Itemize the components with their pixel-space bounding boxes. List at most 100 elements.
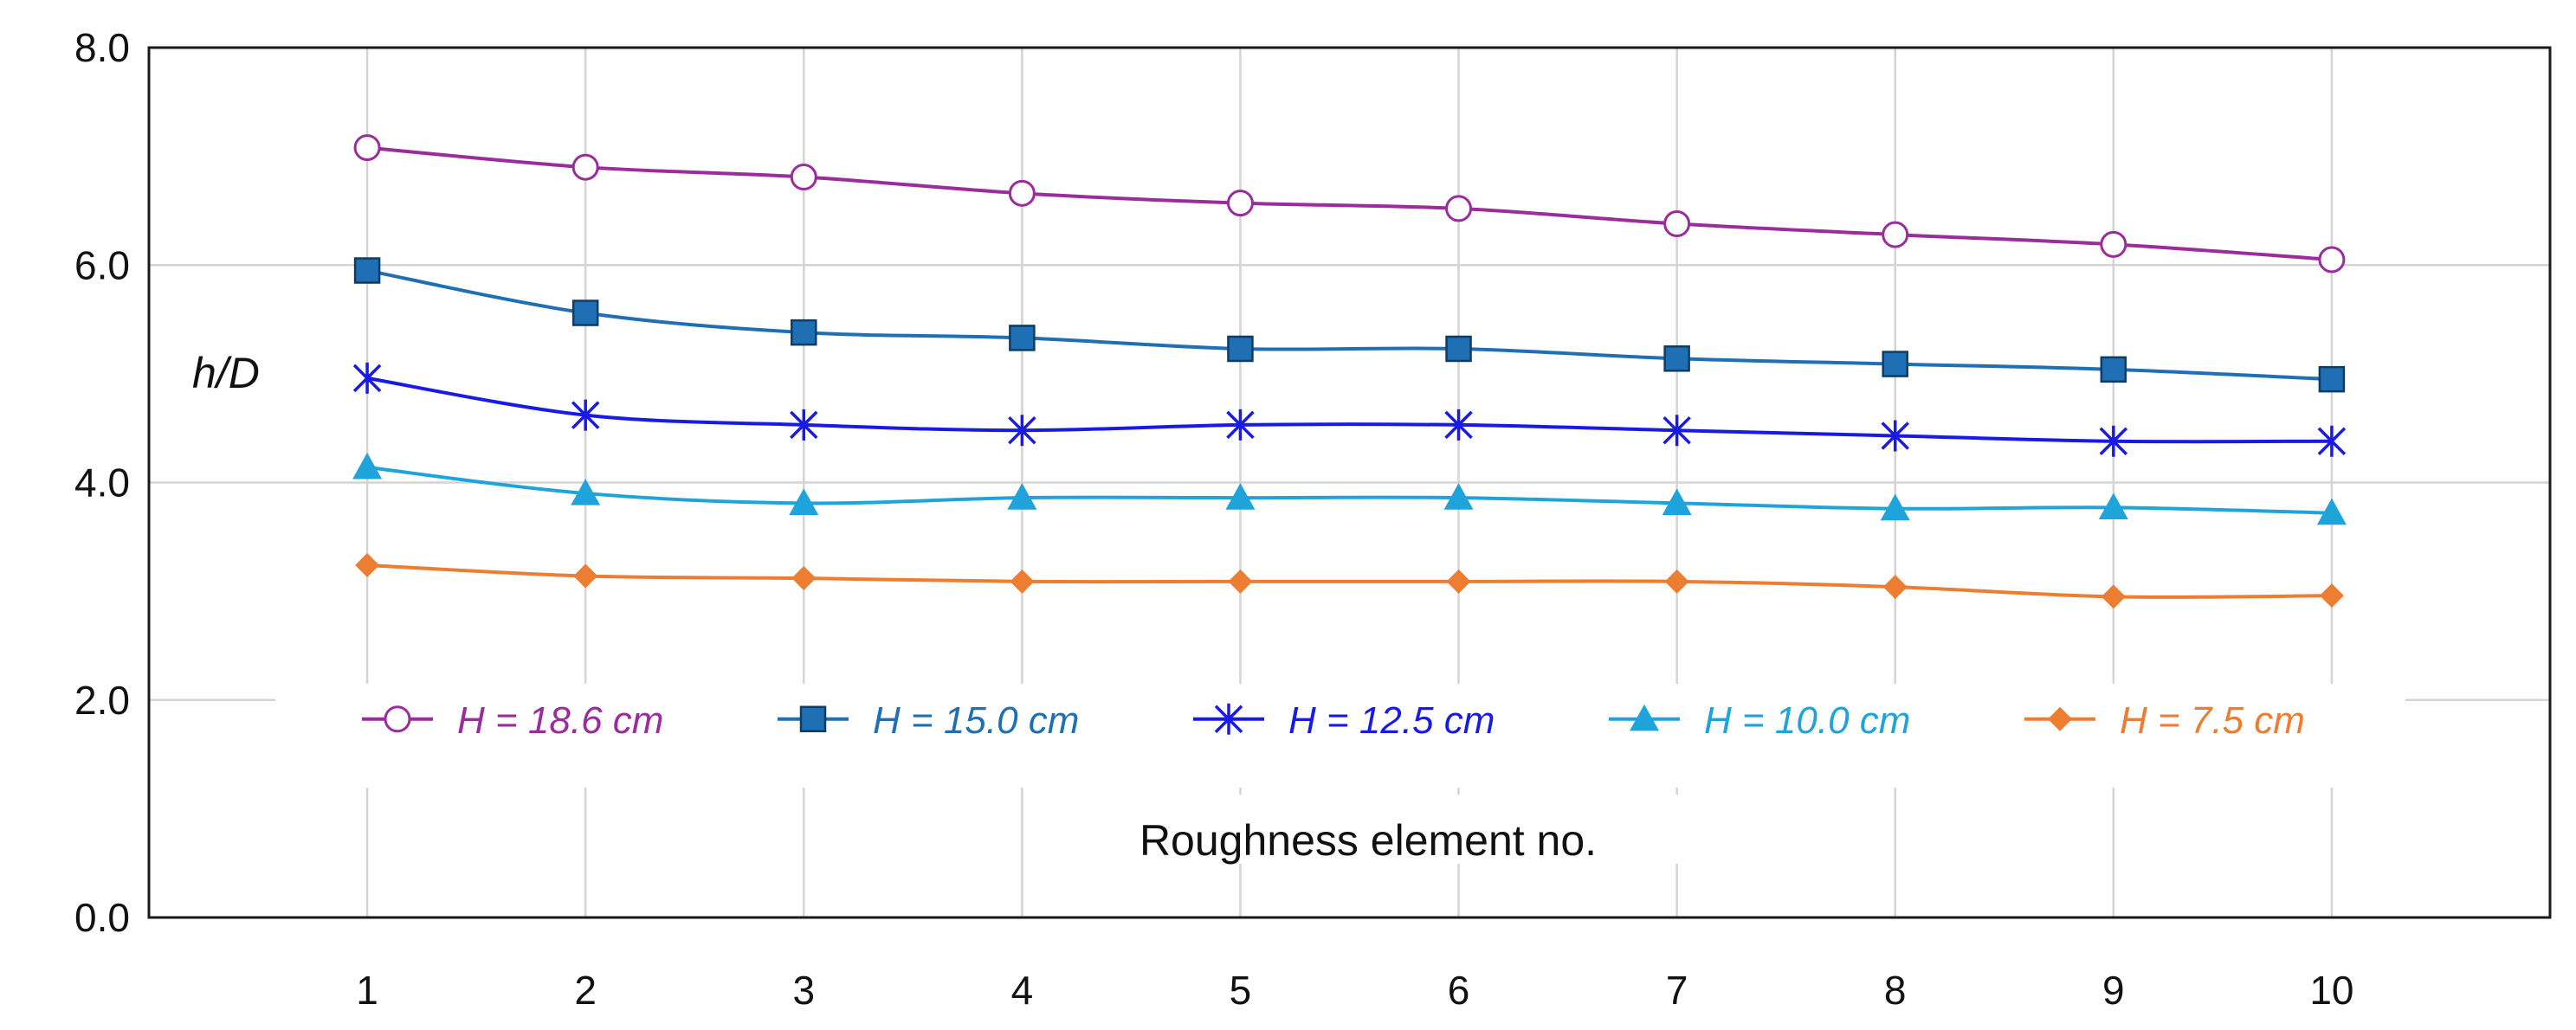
x-axis-label-box	[1065, 795, 1688, 864]
data-point	[790, 163, 817, 190]
data-point	[2318, 365, 2346, 393]
legend-marker	[384, 705, 411, 733]
data-point	[1228, 569, 1253, 594]
data-point	[1881, 420, 1909, 452]
data-point	[2316, 498, 2347, 525]
data-point	[1008, 179, 1036, 207]
data-point	[352, 452, 383, 480]
data-point	[352, 362, 382, 394]
series-4	[352, 452, 2347, 525]
series-group	[352, 134, 2347, 609]
y-tick-labels: 0.0 2.0 4.0 6.0 8.0	[74, 25, 130, 940]
y-tick-label: 8.0	[74, 25, 130, 70]
data-point	[355, 552, 380, 577]
legend-item-3: H = 12.5 cm	[1193, 699, 1495, 742]
data-point	[2317, 425, 2347, 457]
data-point	[571, 299, 599, 326]
data-point	[571, 479, 601, 505]
data-point	[1226, 409, 1255, 441]
x-tick-label: 5	[1230, 968, 1252, 1013]
series-line	[366, 376, 2332, 444]
data-point	[353, 257, 381, 284]
y-tick-label: 4.0	[74, 460, 130, 505]
legend-item-5: H = 7.5 cm	[2024, 699, 2305, 742]
data-point	[1443, 483, 1474, 510]
plot-frame	[147, 46, 2552, 919]
data-point	[1009, 325, 1036, 351]
y-tick-label: 0.0	[74, 895, 130, 940]
x-tick-labels: 1 2 3 4 5 6 7 8 9 10	[356, 968, 2353, 1013]
data-point	[1226, 190, 1254, 217]
x-tick-label: 6	[1448, 968, 1470, 1013]
x-tick-label: 2	[574, 968, 597, 1013]
series-line	[366, 563, 2332, 599]
data-point	[2319, 583, 2344, 608]
y-tick-label: 6.0	[74, 242, 130, 287]
data-point	[2101, 584, 2126, 609]
data-point	[790, 409, 818, 441]
data-point	[571, 399, 600, 431]
y-axis-label: h/D	[192, 349, 260, 397]
legend-label: H = 12.5 cm	[1288, 699, 1495, 742]
y-tick-label: 2.0	[74, 678, 130, 723]
legend-marker	[1630, 704, 1659, 731]
data-point	[791, 319, 817, 346]
legend-label: H = 10.0 cm	[1704, 699, 1910, 742]
legend-label: H = 15.0 cm	[873, 699, 1079, 742]
data-point	[1446, 569, 1471, 594]
data-point	[1225, 483, 1256, 510]
x-tick-label: 1	[356, 968, 378, 1013]
legend-background	[275, 684, 2405, 864]
data-point	[1663, 210, 1691, 238]
data-point	[571, 153, 599, 181]
legend-marker	[799, 705, 827, 732]
legend-label: H = 7.5 cm	[2120, 699, 2305, 742]
data-point	[1882, 351, 1908, 377]
x-tick-label: 9	[2102, 968, 2125, 1013]
data-point	[2098, 492, 2128, 519]
data-point	[573, 563, 598, 589]
series-3	[352, 362, 2347, 457]
series-line	[366, 145, 2333, 261]
x-tick-label: 10	[2309, 968, 2353, 1013]
data-point	[1008, 415, 1036, 447]
x-tick-label: 8	[1884, 968, 1907, 1013]
data-point	[2318, 246, 2346, 274]
data-point	[353, 134, 381, 162]
data-point	[1664, 569, 1689, 594]
data-point	[1663, 345, 1690, 372]
data-point	[1227, 335, 1254, 363]
data-point	[1662, 488, 1692, 515]
data-point	[1882, 221, 1909, 248]
data-point	[1882, 575, 1908, 600]
data-point	[1444, 409, 1473, 441]
data-point	[791, 566, 817, 591]
x-tick-label: 7	[1666, 968, 1688, 1013]
x-tick-label: 4	[1011, 968, 1034, 1013]
data-point	[789, 488, 819, 515]
data-point	[1010, 569, 1035, 594]
series-line	[366, 465, 2332, 515]
data-point	[1445, 335, 1472, 363]
legend-item-1: H = 18.6 cm	[362, 699, 663, 742]
data-point	[1445, 195, 1473, 222]
legend-marker	[2048, 706, 2072, 731]
data-point	[1662, 415, 1691, 447]
legend-item-2: H = 15.0 cm	[778, 699, 1079, 742]
legend: H = 18.6 cm H = 15.0 cm H = 12.5 cm H = 10.…	[362, 699, 2305, 742]
legend-item-4: H = 10.0 cm	[1609, 699, 1910, 742]
legend-marker	[1214, 703, 1243, 735]
series-2	[353, 257, 2346, 393]
legend-box	[275, 684, 2405, 788]
data-point	[2099, 425, 2128, 457]
data-point	[2100, 230, 2127, 258]
series-line	[366, 268, 2332, 382]
series-5	[355, 552, 2344, 609]
x-tick-label: 3	[792, 968, 815, 1013]
data-point	[2100, 356, 2127, 383]
legend-label: H = 18.6 cm	[457, 699, 663, 742]
data-point	[1007, 483, 1037, 510]
